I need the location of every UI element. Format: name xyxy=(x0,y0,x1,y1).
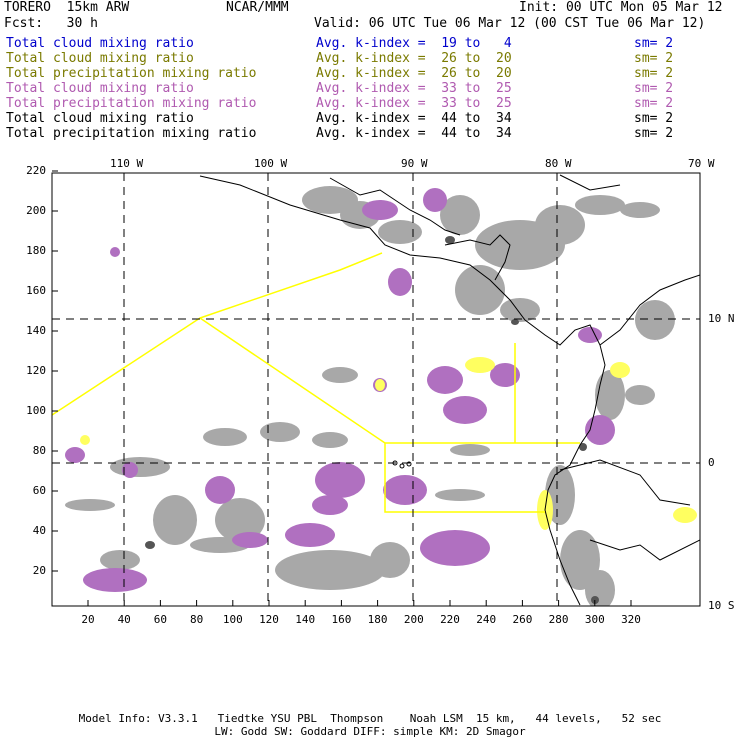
x-tick-label: 320 xyxy=(621,613,641,626)
y-tick-label: 20 xyxy=(32,564,46,577)
y-tick-label: 100 xyxy=(26,404,46,417)
model-info-line1: Model Info: V3.3.1 Tiedtke YSU PBL Thomp… xyxy=(78,712,662,725)
lat-label-10s: 10 S xyxy=(708,599,735,612)
lon-label-110w: 110 W xyxy=(110,157,144,170)
legend-smoothing: sm= 2 xyxy=(634,51,674,66)
x-tick-label: 260 xyxy=(512,613,533,626)
x-tick-label: 160 xyxy=(331,613,352,626)
legend-row: Total cloud mixing ratio Avg. k-index = 4… xyxy=(6,111,736,126)
x-tick-label: 100 xyxy=(222,613,243,626)
track-lines xyxy=(52,252,580,513)
legend-field: Total cloud mixing ratio xyxy=(6,111,194,126)
lon-label-100w: 100 W xyxy=(254,157,288,170)
x-tick-label: 200 xyxy=(403,613,424,626)
org-label: NCAR/MMM xyxy=(226,0,289,15)
y-tick-label: 200 xyxy=(26,204,46,217)
lon-label-70w: 70 W xyxy=(688,157,715,170)
lon-label-80w: 80 W xyxy=(545,157,572,170)
x-tick-label: 220 xyxy=(440,613,460,626)
x-tick-label: 80 xyxy=(189,613,204,626)
y-tick-label: 40 xyxy=(32,524,46,537)
valid-time: Valid: 06 UTC Tue 06 Mar 12 (00 CST Tue … xyxy=(314,16,706,31)
legend-row: Total precipitation mixing ratio Avg. k-i… xyxy=(6,96,736,111)
legend-kindex: Avg. k-index = 33 to 25 xyxy=(316,81,512,96)
model-title: TORERO 15km ARW xyxy=(4,0,130,15)
lat-label-0: 0 xyxy=(708,456,715,469)
legend-field: Total precipitation mixing ratio xyxy=(6,66,257,81)
legend-smoothing: sm= 2 xyxy=(634,81,674,96)
x-tick-label: 40 xyxy=(117,613,131,626)
legend-field: Total cloud mixing ratio xyxy=(6,36,194,51)
legend-kindex: Avg. k-index = 44 to 34 xyxy=(316,126,512,141)
legend-field: Total precipitation mixing ratio xyxy=(6,126,257,141)
cloud-field-purple xyxy=(65,188,615,592)
y-tick-label: 180 xyxy=(26,244,46,257)
x-tick-label: 20 xyxy=(81,613,95,626)
x-tick-label: 300 xyxy=(584,613,605,626)
x-tick-label: 240 xyxy=(476,613,497,626)
legend-smoothing: sm= 2 xyxy=(634,66,674,81)
map-fields xyxy=(52,173,700,606)
init-time: Init: 00 UTC Mon 05 Mar 12 xyxy=(519,0,723,15)
x-tick-label: 140 xyxy=(295,613,316,626)
legend-kindex: Avg. k-index = 26 to 20 xyxy=(316,66,512,81)
lat-lon-grid xyxy=(52,173,700,606)
cloud-field-gray xyxy=(65,186,675,606)
y-tick-label: 60 xyxy=(32,484,46,497)
x-tick-label: 180 xyxy=(367,613,388,626)
legend-kindex: Avg. k-index = 19 to 4 xyxy=(316,36,512,51)
cloud-field-yellow xyxy=(80,357,697,530)
legend-kindex: Avg. k-index = 26 to 20 xyxy=(316,51,512,66)
lon-label-90w: 90 W xyxy=(401,157,428,170)
legend-field: Total precipitation mixing ratio xyxy=(6,96,257,111)
legend-row: Total precipitation mixing ratio Avg. k-i… xyxy=(6,126,736,141)
x-tick-label: 280 xyxy=(548,613,569,626)
legend-smoothing: sm= 2 xyxy=(634,126,674,141)
x-tick-marks xyxy=(87,600,632,606)
legend-smoothing: sm= 2 xyxy=(634,96,674,111)
legend-row: Total cloud mixing ratio Avg. k-index = 3… xyxy=(6,81,736,96)
legend-row: Total precipitation mixing ratio Avg. k-i… xyxy=(6,66,736,81)
y-tick-label: 80 xyxy=(32,444,46,457)
y-tick-label: 220 xyxy=(26,164,46,177)
y-tick-label: 140 xyxy=(26,324,46,337)
legend-smoothing: sm= 2 xyxy=(634,36,674,51)
legend-field: Total cloud mixing ratio xyxy=(6,81,194,96)
legend-row: Total cloud mixing ratio Avg. k-index = 2… xyxy=(6,51,736,66)
y-tick-marks xyxy=(52,170,58,572)
y-tick-label: 120 xyxy=(26,364,46,377)
legend-row: Total cloud mixing ratio Avg. k-index = 1… xyxy=(6,36,736,51)
legend-smoothing: sm= 2 xyxy=(634,111,674,126)
x-tick-label: 60 xyxy=(153,613,168,626)
forecast-hour: Fcst: 30 h xyxy=(4,16,98,31)
model-info-line2: LW: Godd SW: Goddard DIFF: simple KM: 2D… xyxy=(214,725,526,738)
lat-label-10n: 10 N xyxy=(708,312,735,325)
legend-kindex: Avg. k-index = 33 to 25 xyxy=(316,96,512,111)
legend-field: Total cloud mixing ratio xyxy=(6,51,194,66)
plot-frame xyxy=(51,172,701,607)
x-tick-label: 120 xyxy=(259,613,279,626)
y-tick-label: 160 xyxy=(26,284,46,297)
legend-kindex: Avg. k-index = 44 to 34 xyxy=(316,111,512,126)
